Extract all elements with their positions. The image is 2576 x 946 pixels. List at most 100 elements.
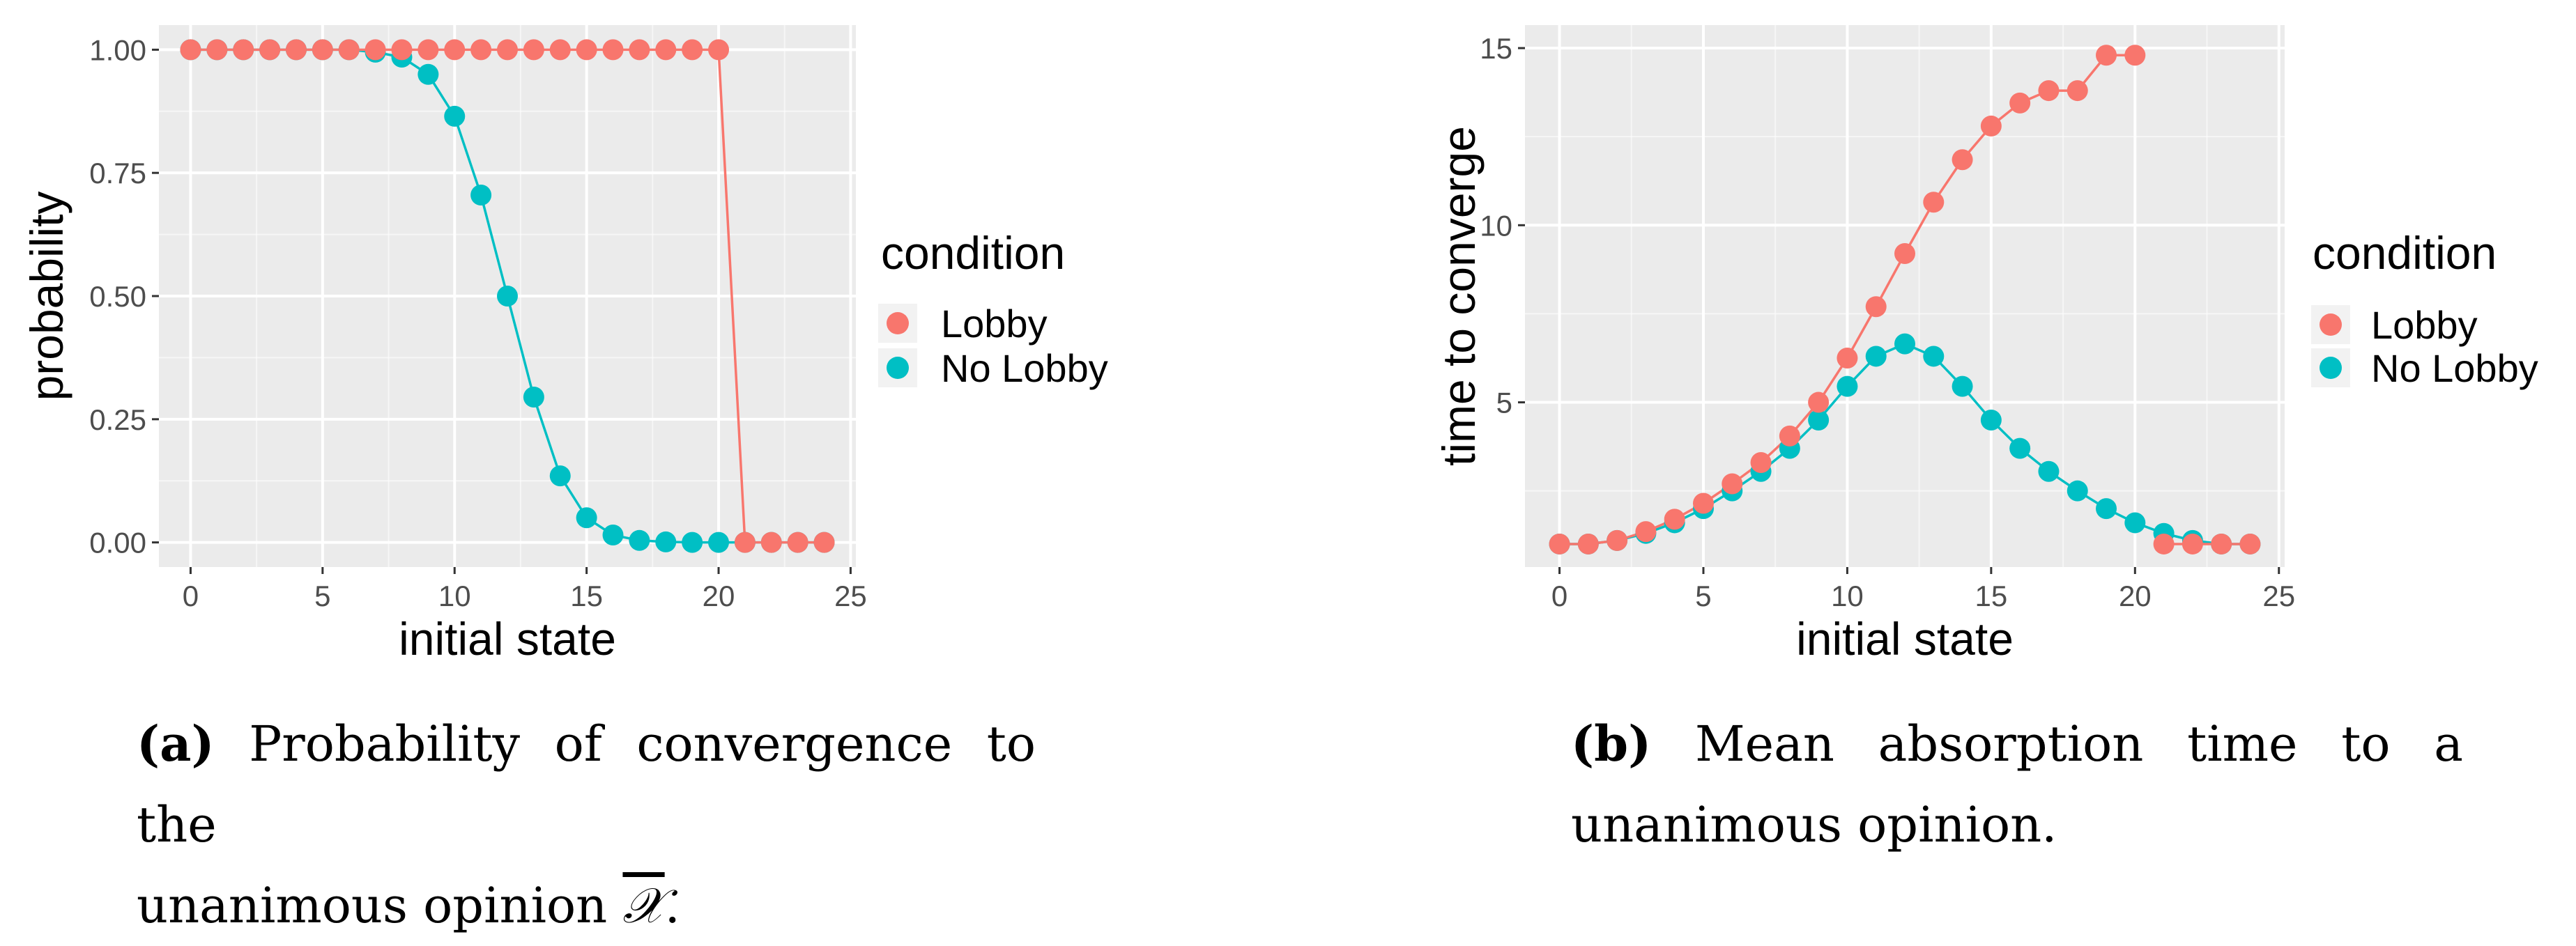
caption-b-line1: (b) Mean absorption time to a xyxy=(1571,704,2463,784)
data-point-no-lobby xyxy=(629,529,650,551)
legend-label-no-lobby: No Lobby xyxy=(941,346,1108,390)
data-point-lobby xyxy=(365,39,386,61)
data-point-lobby xyxy=(1635,521,1657,543)
data-point-lobby xyxy=(1808,391,1830,413)
data-point-lobby xyxy=(708,39,730,61)
data-point-no-lobby xyxy=(682,532,703,553)
legend-label-lobby: Lobby xyxy=(2371,303,2478,347)
y-tick-label: 0.25 xyxy=(89,403,146,436)
data-point-no-lobby xyxy=(1837,375,1858,397)
legend-key-lobby xyxy=(887,312,909,334)
data-point-lobby xyxy=(813,532,835,553)
data-point-no-lobby xyxy=(576,507,597,529)
x-axis-title: initial state xyxy=(399,613,616,665)
y-tick-label: 5 xyxy=(1496,387,1512,419)
x-tick-label: 10 xyxy=(438,580,471,612)
data-point-lobby xyxy=(2153,533,2175,555)
data-point-lobby xyxy=(2038,80,2060,102)
data-point-lobby xyxy=(1607,529,1628,551)
data-point-lobby xyxy=(1980,115,2002,137)
caption-b-line2: unanimous opinion. xyxy=(1571,796,2057,853)
data-point-no-lobby xyxy=(497,286,518,307)
data-point-lobby xyxy=(629,39,650,61)
caption-a-line2: unanimous opinion 𝒳. xyxy=(137,877,680,934)
data-point-lobby xyxy=(1549,533,1570,555)
data-point-no-lobby xyxy=(2067,480,2088,502)
data-point-lobby xyxy=(2182,533,2203,555)
legend-key-no-lobby xyxy=(2320,357,2342,379)
data-point-lobby xyxy=(497,39,518,61)
data-point-lobby xyxy=(312,39,333,61)
data-point-lobby xyxy=(444,39,466,61)
data-point-lobby xyxy=(1865,296,1887,318)
x-tick-label: 10 xyxy=(1831,580,1864,612)
y-axis-title: time to converge xyxy=(1433,126,1485,466)
caption-a-line1: (a) Probability of convergence to the xyxy=(137,704,1036,865)
data-point-lobby xyxy=(760,532,782,553)
x-tick-label: 5 xyxy=(314,580,330,612)
legend-label-lobby: Lobby xyxy=(941,302,1048,346)
data-point-no-lobby xyxy=(444,105,466,127)
data-point-lobby xyxy=(285,39,307,61)
data-point-lobby xyxy=(2096,45,2117,66)
data-point-no-lobby xyxy=(470,185,492,206)
caption-a-symbol: 𝒳 xyxy=(622,877,665,934)
data-point-lobby xyxy=(523,39,544,61)
data-point-lobby xyxy=(391,39,413,61)
y-axis-title: probability xyxy=(21,192,72,401)
data-point-no-lobby xyxy=(655,531,677,552)
x-tick-label: 25 xyxy=(834,580,867,612)
data-point-lobby xyxy=(1577,533,1599,555)
chart-a-convergence-probability: 0 5 10 15 20 25 0.00 0.25 0.50 0.75 1.00 initial st… xyxy=(21,25,1108,665)
x-tick-label: 5 xyxy=(1695,580,1711,612)
data-point-lobby xyxy=(1692,493,1714,514)
y-tick-label: 0.00 xyxy=(89,527,146,559)
caption-a-text1: Probability of convergence to the xyxy=(137,715,1036,853)
y-tick-label: 0.75 xyxy=(89,157,146,189)
caption-a-text2: unanimous opinion xyxy=(137,877,623,934)
data-point-lobby xyxy=(1837,347,1858,369)
data-point-no-lobby xyxy=(602,525,624,546)
y-tick-label: 10 xyxy=(1480,209,1512,242)
legend-key-lobby xyxy=(2320,313,2342,336)
data-point-lobby xyxy=(1664,509,1685,530)
data-point-lobby xyxy=(2009,92,2031,114)
x-tick-label: 0 xyxy=(1551,580,1567,612)
caption-b-text1: Mean absorption time to a xyxy=(1694,715,2463,773)
data-point-lobby xyxy=(2239,533,2261,555)
data-point-lobby xyxy=(787,532,808,553)
data-point-no-lobby xyxy=(1980,409,2002,431)
data-point-no-lobby xyxy=(2009,437,2031,459)
data-point-lobby xyxy=(576,39,597,61)
data-point-lobby xyxy=(233,39,254,61)
data-point-lobby xyxy=(655,39,677,61)
y-tick-label: 1.00 xyxy=(89,33,146,66)
data-point-lobby xyxy=(1722,473,1743,495)
data-point-lobby xyxy=(682,39,703,61)
data-point-no-lobby xyxy=(708,532,730,553)
data-point-lobby xyxy=(206,39,228,61)
caption-a-period: . xyxy=(664,877,680,934)
data-point-lobby xyxy=(734,532,756,553)
data-point-no-lobby xyxy=(549,465,571,487)
legend-label-no-lobby: No Lobby xyxy=(2371,346,2538,390)
y-tick-label: 0.50 xyxy=(89,280,146,313)
caption-a: (a) Probability of convergence to the un… xyxy=(137,704,1036,946)
legend-title: condition xyxy=(2313,227,2497,279)
data-point-lobby xyxy=(470,39,492,61)
legend-key-no-lobby xyxy=(887,357,909,379)
data-point-lobby xyxy=(1923,192,1945,213)
x-tick-label: 25 xyxy=(2262,580,2295,612)
data-point-no-lobby xyxy=(1808,409,1830,431)
caption-b-label: (b) xyxy=(1571,715,1652,773)
x-tick-label: 15 xyxy=(570,580,603,612)
caption-b: (b) Mean absorption time to a unanimous … xyxy=(1571,704,2463,865)
data-point-no-lobby xyxy=(1923,346,1945,367)
data-point-no-lobby xyxy=(417,63,439,85)
data-point-lobby xyxy=(2124,45,2146,66)
data-point-no-lobby xyxy=(1865,346,1887,367)
data-point-lobby xyxy=(2067,80,2088,102)
data-point-lobby xyxy=(1779,425,1800,447)
legend-title: condition xyxy=(881,227,1065,279)
